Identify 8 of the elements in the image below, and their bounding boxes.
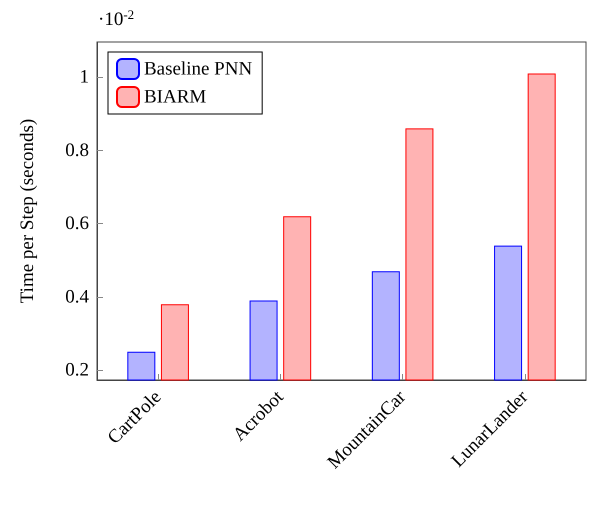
y-axis-title: Time per Step (seconds) [17,118,38,304]
y-tick-label: 0.2 [65,360,89,381]
y-tick-label: 1 [80,66,89,88]
y-tick-label: 0.8 [65,140,89,161]
y-tick-label: 0.6 [65,213,89,234]
y-tick-label: 0.4 [65,286,90,308]
legend-label: Baseline PNN [144,58,252,80]
legend-label: BIARM [144,86,206,108]
